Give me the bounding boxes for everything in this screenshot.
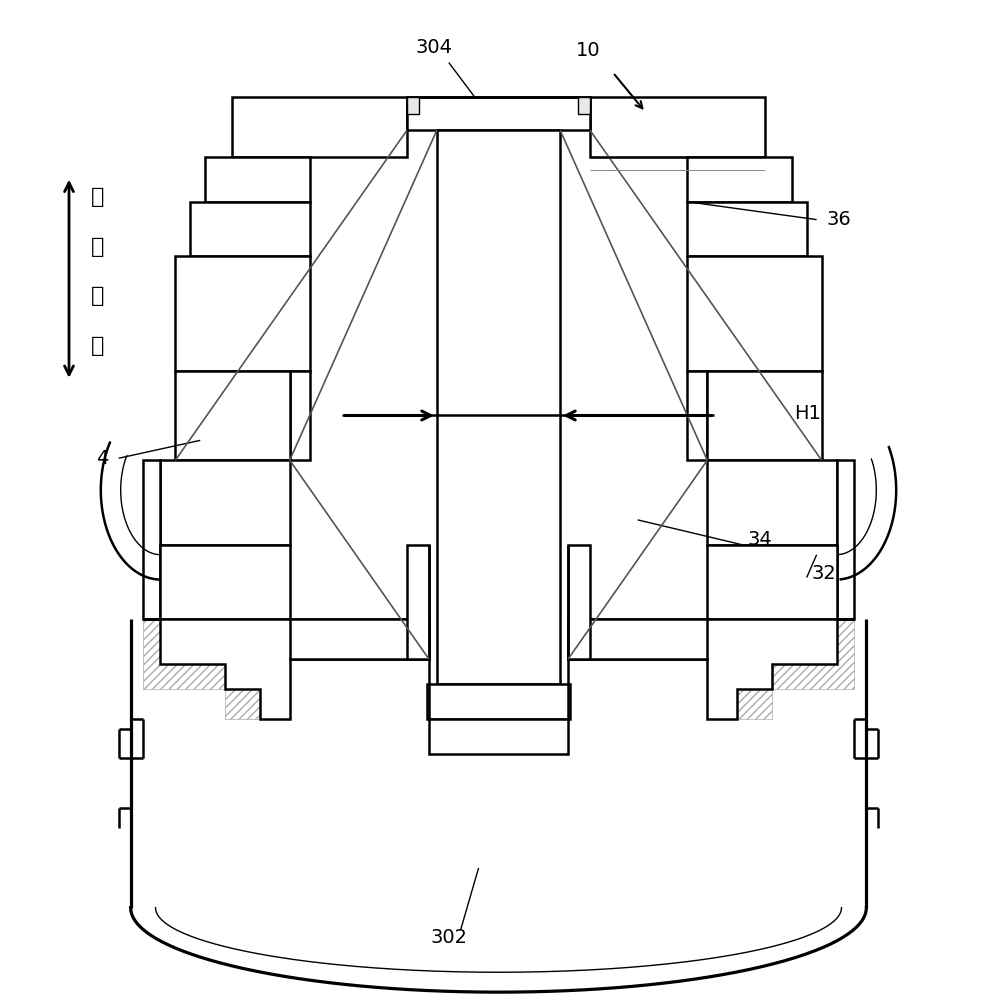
Text: 304: 304 — [416, 38, 453, 57]
Polygon shape — [232, 97, 407, 157]
Polygon shape — [707, 256, 822, 460]
Polygon shape — [568, 619, 854, 719]
Polygon shape — [707, 460, 836, 545]
Text: 向: 向 — [91, 336, 105, 356]
Polygon shape — [687, 371, 707, 460]
Polygon shape — [290, 619, 429, 659]
Text: 方: 方 — [91, 286, 105, 306]
Text: H1: H1 — [794, 404, 821, 423]
Text: 10: 10 — [575, 41, 600, 60]
Polygon shape — [707, 371, 822, 460]
Text: 34: 34 — [747, 530, 772, 549]
Polygon shape — [161, 545, 290, 619]
Text: 4: 4 — [97, 449, 109, 468]
Text: 长: 长 — [91, 187, 105, 207]
Polygon shape — [175, 371, 290, 460]
Polygon shape — [707, 545, 836, 619]
Polygon shape — [568, 545, 590, 659]
Polygon shape — [687, 202, 807, 256]
Polygon shape — [175, 256, 290, 460]
Polygon shape — [687, 157, 792, 202]
Polygon shape — [290, 371, 310, 460]
Polygon shape — [836, 460, 854, 619]
Polygon shape — [429, 719, 568, 754]
Polygon shape — [190, 202, 310, 256]
Polygon shape — [131, 619, 866, 992]
Polygon shape — [590, 97, 765, 157]
Polygon shape — [175, 256, 310, 371]
Polygon shape — [143, 460, 161, 619]
Polygon shape — [205, 157, 310, 202]
Polygon shape — [707, 545, 854, 719]
Polygon shape — [427, 684, 570, 719]
Polygon shape — [687, 256, 822, 371]
Polygon shape — [407, 545, 429, 659]
Polygon shape — [707, 624, 836, 654]
Text: 32: 32 — [812, 564, 836, 583]
Polygon shape — [143, 545, 290, 719]
Polygon shape — [590, 97, 765, 157]
Polygon shape — [232, 97, 407, 157]
Polygon shape — [161, 460, 290, 545]
Polygon shape — [161, 624, 290, 654]
Text: 36: 36 — [827, 210, 851, 229]
Polygon shape — [568, 619, 707, 659]
Text: 302: 302 — [431, 928, 468, 947]
Polygon shape — [143, 619, 429, 719]
Polygon shape — [407, 97, 590, 130]
Polygon shape — [407, 97, 590, 114]
Polygon shape — [437, 130, 560, 684]
Text: 度: 度 — [91, 237, 105, 257]
